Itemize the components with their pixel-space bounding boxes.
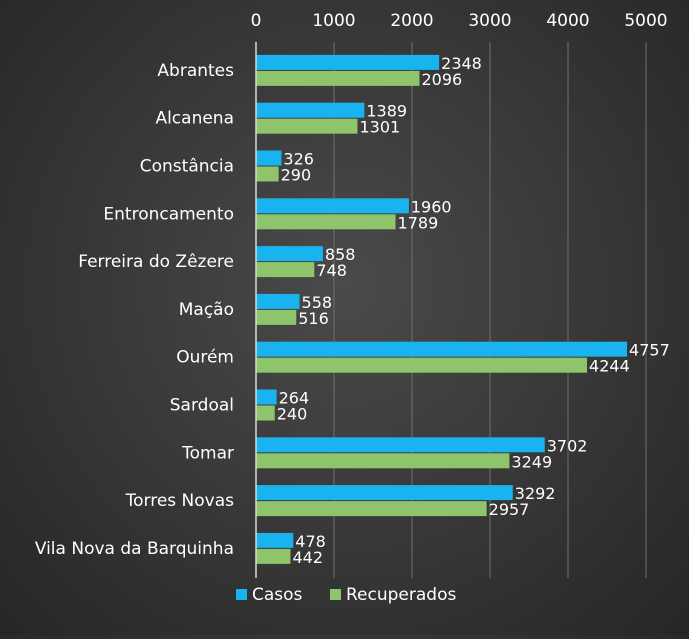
bar-recuperados-entroncamento (256, 214, 396, 230)
data-label-casos-constancia: 326 (283, 150, 314, 169)
category-label-ferreira-do-zezere: Ferreira do Zêzere (78, 252, 234, 272)
bar-casos-ferreira-do-zezere (256, 246, 323, 262)
bar-casos-vila-nova-da-barquinha (256, 532, 294, 548)
x-tick-label: 3000 (468, 11, 511, 31)
bar-recuperados-ourem (256, 357, 588, 373)
bar-casos-macao (256, 293, 300, 309)
data-label-recuperados-sardoal: 240 (277, 405, 308, 424)
bar-recuperados-torres-novas (256, 501, 487, 517)
bar-recuperados-ferreira-do-zezere (256, 262, 315, 278)
data-label-recuperados-ourem: 4244 (589, 357, 630, 376)
data-label-recuperados-constancia: 290 (281, 166, 312, 185)
category-labels: Abrantes Alcanena Constância Entroncamento F… (35, 61, 234, 559)
data-label-casos-abrantes: 2348 (441, 54, 482, 73)
bar-casos-tomar (256, 437, 545, 453)
legend-swatch-casos (236, 589, 247, 600)
data-label-recuperados-macao: 516 (298, 309, 329, 328)
data-label-casos-torres-novas: 3292 (515, 484, 556, 503)
data-label-casos-ferreira-do-zezere: 858 (325, 245, 356, 264)
x-tick-label: 5000 (624, 11, 667, 31)
bar-recuperados-sardoal (256, 405, 275, 421)
bar-recuperados-macao (256, 309, 297, 325)
bar-casos-torres-novas (256, 485, 513, 501)
data-label-casos-entroncamento: 1960 (411, 197, 452, 216)
bar-recuperados-vila-nova-da-barquinha (256, 548, 291, 564)
x-tick-label: 4000 (546, 11, 589, 31)
bar-casos-entroncamento (256, 198, 409, 214)
bars (256, 54, 628, 564)
bar-casos-sardoal (256, 389, 277, 405)
data-label-recuperados-abrantes: 2096 (421, 70, 462, 89)
x-tick-label: 1000 (312, 11, 355, 31)
category-label-entroncamento: Entroncamento (103, 204, 234, 224)
bar-recuperados-constancia (256, 166, 279, 182)
bar-casos-constancia (256, 150, 282, 166)
x-axis-ticks: 0 1000 2000 3000 4000 5000 (251, 11, 668, 31)
legend-swatch-recuperados (330, 589, 341, 600)
bar-casos-ourem (256, 341, 628, 357)
category-label-vila-nova-da-barquinha: Vila Nova da Barquinha (35, 539, 234, 559)
data-label-recuperados-entroncamento: 1789 (398, 213, 439, 232)
category-label-constancia: Constância (140, 157, 234, 177)
category-label-alcanena: Alcanena (155, 109, 234, 129)
bar-recuperados-tomar (256, 453, 510, 469)
legend-label-recuperados: Recuperados (346, 585, 456, 605)
category-label-torres-novas: Torres Novas (125, 491, 235, 511)
legend: Casos Recuperados (236, 585, 456, 605)
category-label-ourem: Ourém (176, 348, 234, 368)
data-label-casos-tomar: 3702 (547, 436, 588, 455)
data-label-recuperados-torres-novas: 2957 (489, 500, 530, 519)
category-label-abrantes: Abrantes (157, 61, 234, 81)
x-tick-label: 2000 (390, 11, 433, 31)
bar-casos-alcanena (256, 102, 365, 118)
data-label-casos-alcanena: 1389 (366, 102, 407, 121)
data-label-casos-ourem: 4757 (629, 341, 670, 360)
bar-recuperados-abrantes (256, 70, 420, 86)
data-label-casos-macao: 558 (302, 293, 333, 312)
data-label-recuperados-ferreira-do-zezere: 748 (316, 261, 347, 280)
bar-casos-abrantes (256, 54, 440, 70)
data-label-recuperados-tomar: 3249 (511, 452, 552, 471)
category-label-macao: Mação (179, 300, 234, 320)
category-label-tomar: Tomar (181, 443, 234, 463)
data-label-recuperados-alcanena: 1301 (359, 118, 400, 137)
legend-label-casos: Casos (252, 585, 303, 605)
data-label-casos-sardoal: 264 (279, 389, 310, 408)
bar-recuperados-alcanena (256, 118, 358, 134)
data-label-casos-vila-nova-da-barquinha: 478 (295, 532, 326, 551)
category-label-sardoal: Sardoal (170, 396, 234, 416)
x-tick-label: 0 (251, 11, 262, 31)
data-label-recuperados-vila-nova-da-barquinha: 442 (292, 548, 323, 567)
